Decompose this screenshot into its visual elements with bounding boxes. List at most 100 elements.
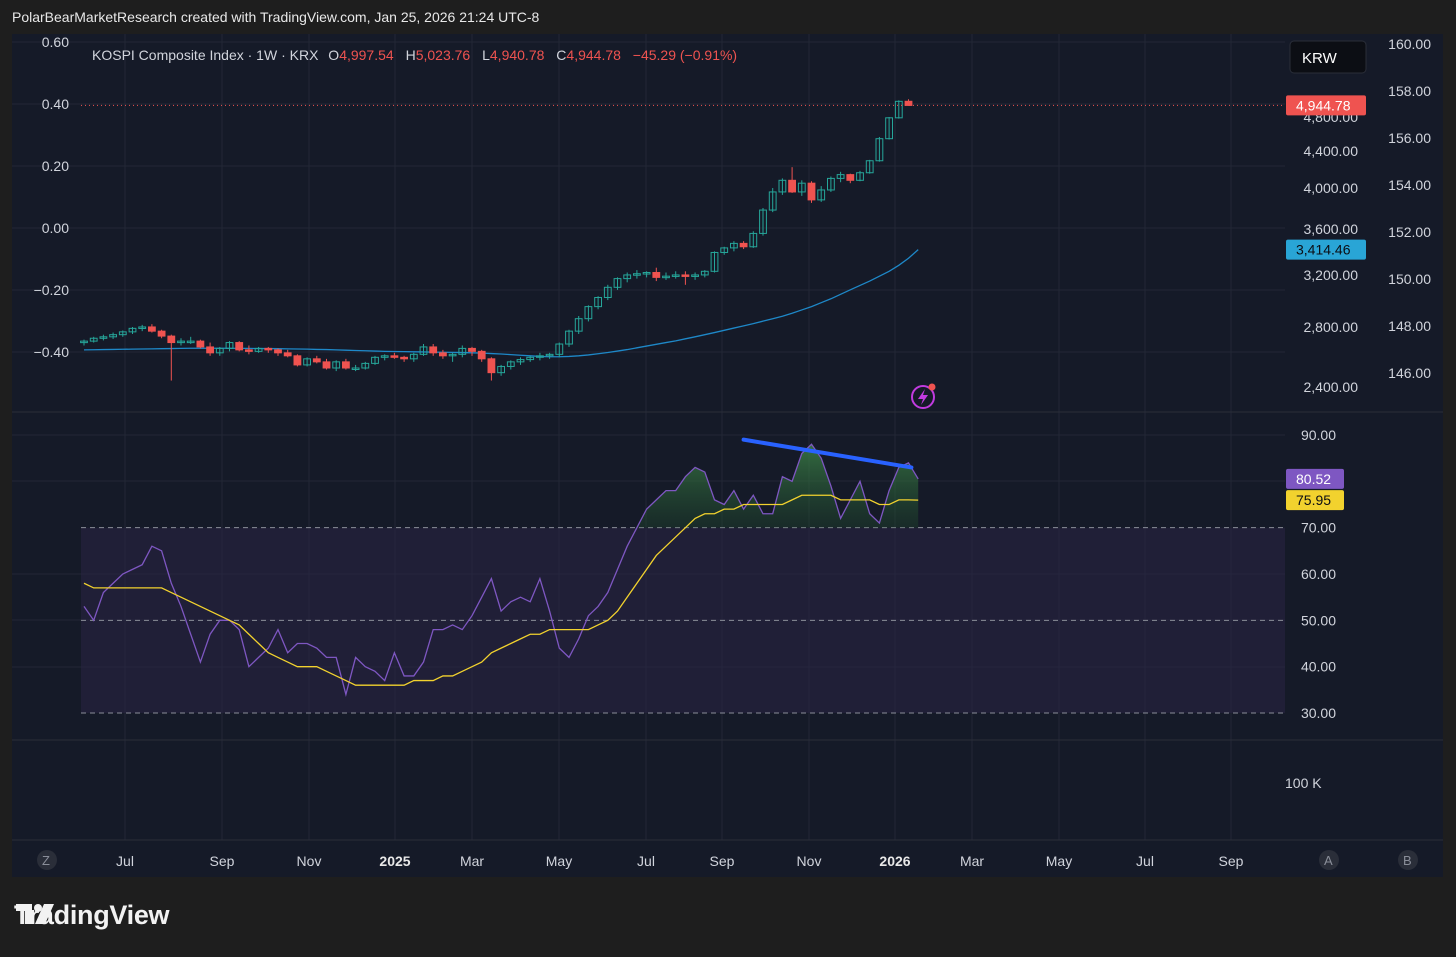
candle-24 <box>312 355 321 364</box>
candle-body-48 <box>545 353 554 357</box>
outer-axis-label-2: 156.00 <box>1388 130 1431 146</box>
candle-body-8 <box>157 330 166 337</box>
candle-body-73 <box>788 179 797 193</box>
candle-body-81 <box>865 160 874 174</box>
candle-63 <box>691 272 700 280</box>
time-axis-label-10: Mar <box>960 853 984 869</box>
right-outer-axis: 160.00 158.00 156.00 154.00 152.00 150.00 148.… <box>1388 36 1431 381</box>
candle-6 <box>138 324 147 332</box>
candle-7 <box>148 324 156 333</box>
candle-25 <box>322 358 331 370</box>
outer-axis-label-0: 160.00 <box>1388 36 1431 52</box>
time-axis-label-1: Sep <box>210 853 235 869</box>
grid-lines <box>12 34 1285 840</box>
candle-68 <box>739 241 748 250</box>
time-axis-label-8: Nov <box>797 853 822 869</box>
candle-39 <box>458 345 467 358</box>
svg-text:A[interactable]: A <box>1324 853 1333 868</box>
candle-30 <box>371 355 379 365</box>
chart-canvas[interactable]: KOSPI Composite Index · 1W · KRX O4,997.… <box>12 34 1443 877</box>
candle-23 <box>303 357 312 367</box>
outer-axis-label-7: 146.00 <box>1388 365 1431 381</box>
chart-header-attribution: PolarBearMarketResearch created with Tra… <box>12 9 540 25</box>
candle-body-72 <box>778 179 787 193</box>
candle-body-77 <box>827 177 835 191</box>
candle-body-35 <box>419 346 428 355</box>
candle-body-60 <box>662 275 670 279</box>
candle-55 <box>613 277 622 290</box>
legend-close-label: C <box>556 47 566 63</box>
svg-text:3,414.46: 3,414.46 <box>1296 242 1351 258</box>
candle-body-14 <box>215 347 224 354</box>
candle-body-15 <box>225 342 234 349</box>
time-axis: Jul Sep Nov 2025 Mar May Jul Sep Nov 2026 Mar May Ju… <box>116 853 1244 869</box>
candle-59 <box>652 267 661 282</box>
candle-84 <box>894 100 903 119</box>
candle-5 <box>128 326 137 334</box>
candle-73 <box>788 167 797 193</box>
currency-button[interactable]: KRW <box>1289 40 1367 74</box>
auto-scale-button[interactable]: A <box>1319 850 1339 870</box>
tradingview-logo[interactable]: TradingView <box>14 900 170 931</box>
candle-body-37 <box>439 352 447 357</box>
candle-body-76 <box>817 189 826 201</box>
candle-body-65 <box>710 251 719 272</box>
legend-change: −45.29 (−0.91%) <box>633 47 737 63</box>
left-axis-label-0: 0.60 <box>42 34 69 50</box>
candle-body-79 <box>846 174 855 181</box>
rsi-layer <box>83 437 919 698</box>
candle-body-66 <box>720 247 729 253</box>
candle-78 <box>836 171 845 183</box>
candle-body-78 <box>836 174 845 179</box>
candle-74 <box>797 180 806 196</box>
candle-8 <box>157 329 166 339</box>
candle-1 <box>89 336 98 343</box>
candle-11 <box>186 336 195 345</box>
candle-34 <box>409 352 418 362</box>
candle-body-50 <box>565 330 573 345</box>
moving-average-layer <box>83 249 919 358</box>
candle-76 <box>817 186 826 202</box>
svg-text:B[interactable]: B <box>1403 853 1412 868</box>
outer-axis-label-3: 154.00 <box>1388 177 1431 193</box>
candle-body-34 <box>409 353 418 360</box>
candle-60 <box>662 272 670 280</box>
candle-body-49 <box>555 343 564 355</box>
lightning-alert-icon[interactable] <box>911 383 936 409</box>
legend-open: 4,997.54 <box>339 47 394 63</box>
rsi-line <box>83 443 919 698</box>
candle-body-6 <box>138 326 147 329</box>
candle-body-54 <box>603 286 612 298</box>
candle-body-33 <box>400 356 409 360</box>
candle-12 <box>196 339 205 349</box>
rsi-band-lines <box>81 527 1285 714</box>
candle-67 <box>730 241 738 252</box>
rsi-axis: 90.00 70.00 60.00 50.00 40.00 30.00 <box>1301 427 1336 721</box>
candle-body-42 <box>487 358 496 374</box>
left-axis-label-4: −0.20 <box>34 282 70 298</box>
svg-text:Z[interactable]: Z <box>42 853 50 868</box>
candle-32 <box>390 352 399 359</box>
candle-66 <box>720 246 729 255</box>
time-axis-label-6: Jul <box>637 853 655 869</box>
candle-27 <box>342 358 350 370</box>
legend-high-label: H <box>406 47 416 63</box>
svg-text:4,944.78: 4,944.78 <box>1296 97 1351 113</box>
candle-body-19 <box>264 347 273 351</box>
zoom-reset-button[interactable]: Z <box>37 850 57 870</box>
moving-average-line <box>83 249 919 358</box>
price-axis-label-6: 2,400.00 <box>1304 379 1359 395</box>
rsi-axis-label-1: 70.00 <box>1301 520 1336 536</box>
candle-19 <box>264 346 273 353</box>
log-scale-button[interactable]: B <box>1398 850 1418 870</box>
rsi-axis-label-3: 50.00 <box>1301 612 1336 628</box>
price-axis-label-4: 3,200.00 <box>1304 267 1359 283</box>
candle-body-12 <box>196 340 205 348</box>
candle-body-20 <box>274 349 282 354</box>
candle-body-38 <box>448 353 457 357</box>
legend-high: 5,023.76 <box>416 47 471 63</box>
price-axis-label-1: 4,400.00 <box>1304 143 1359 159</box>
currency-button-label[interactable]: KRW <box>1302 50 1338 67</box>
legend-close: 4,944.78 <box>566 47 621 63</box>
candle-body-63 <box>691 274 700 277</box>
